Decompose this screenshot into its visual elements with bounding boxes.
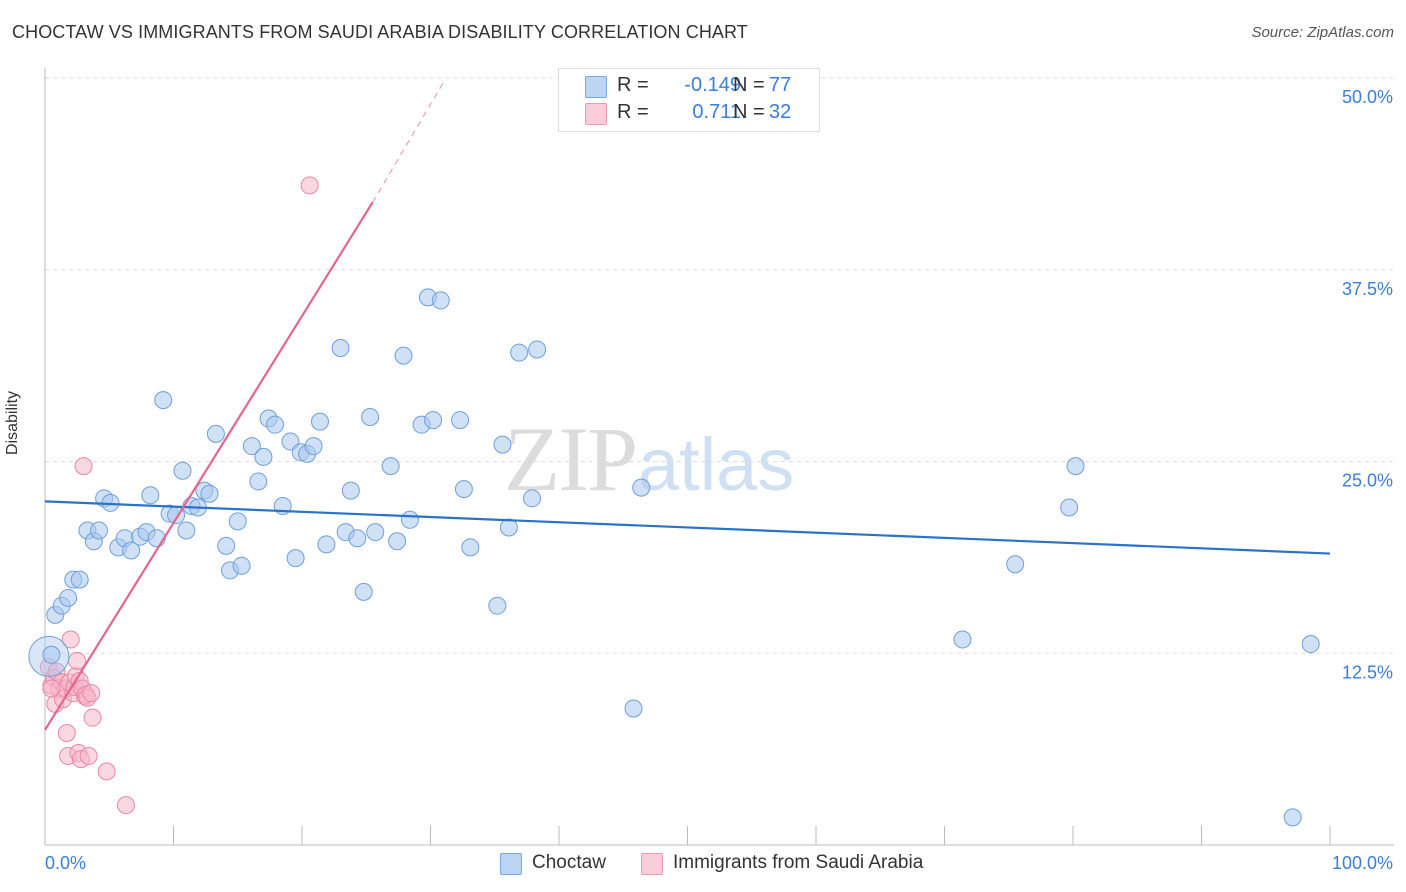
data-point-choctaw <box>304 437 323 456</box>
data-point-choctaw <box>154 391 173 410</box>
data-point-choctaw <box>89 521 108 540</box>
data-point-choctaw <box>1301 635 1320 654</box>
data-point-choctaw <box>361 408 380 427</box>
data-point-choctaw <box>42 645 61 664</box>
stats-n-label: N = <box>733 74 765 96</box>
stats-r-label: R = <box>617 101 649 123</box>
data-point-choctaw <box>242 437 261 456</box>
data-point-saudi-arabia <box>79 747 98 766</box>
stats-legend-box: R = -0.149 N = 77 R = 0.711 N = 32 <box>558 68 820 132</box>
data-point-choctaw <box>341 481 360 500</box>
stats-n-label: N = <box>733 101 765 123</box>
data-point-choctaw <box>1283 808 1302 827</box>
data-point-choctaw <box>431 291 450 310</box>
data-point-saudi-arabia <box>82 684 101 703</box>
data-point-choctaw <box>366 523 385 542</box>
data-point-saudi-arabia <box>61 630 80 649</box>
data-point-choctaw <box>388 532 407 551</box>
trend-lines <box>44 82 1331 731</box>
data-point-choctaw <box>953 630 972 649</box>
data-point-choctaw <box>400 510 419 529</box>
watermark: ZIP atlas <box>504 408 794 510</box>
legend-label: Immigrants from Saudi Arabia <box>673 852 924 873</box>
data-point-saudi-arabia <box>116 796 135 815</box>
legend-swatch-blue <box>500 853 522 875</box>
data-point-choctaw <box>499 518 518 537</box>
data-point-choctaw <box>286 549 305 568</box>
data-point-choctaw <box>461 538 480 557</box>
data-point-choctaw <box>331 338 350 357</box>
data-point-choctaw <box>232 556 251 575</box>
y-tick-label: 37.5% <box>1342 279 1393 299</box>
data-point-choctaw <box>228 512 247 531</box>
data-point-saudi-arabia <box>42 679 61 698</box>
data-point-saudi-arabia <box>83 708 102 727</box>
stats-r-value: -0.149 <box>684 74 741 96</box>
stats-n-value: 32 <box>769 101 792 123</box>
data-point-choctaw <box>1006 555 1025 574</box>
y-tick-label: 50.0% <box>1342 87 1393 107</box>
series-blue-points <box>28 288 1320 827</box>
data-point-choctaw <box>354 582 373 601</box>
data-point-choctaw <box>632 478 651 497</box>
legend-swatch-pink <box>641 853 663 875</box>
data-point-choctaw <box>206 424 225 443</box>
data-point-choctaw <box>147 529 166 548</box>
data-point-choctaw <box>249 472 268 491</box>
data-point-choctaw <box>624 699 643 718</box>
axes <box>44 68 1394 846</box>
source-note: Source: ZipAtlas.com <box>1251 24 1394 41</box>
data-point-saudi-arabia <box>57 724 76 743</box>
data-point-choctaw <box>451 411 470 430</box>
data-point-choctaw <box>310 412 329 431</box>
y-tick-label: 25.0% <box>1342 471 1393 491</box>
trend-line-choctaw <box>44 500 1331 555</box>
data-point-saudi-arabia <box>74 457 93 476</box>
data-point-choctaw <box>200 484 219 503</box>
data-point-choctaw <box>254 447 273 466</box>
data-point-saudi-arabia <box>300 176 319 195</box>
legend-label: Choctaw <box>532 852 606 873</box>
data-point-choctaw <box>510 343 529 362</box>
data-point-choctaw <box>217 536 236 555</box>
trend-line-saudi-arabia-extension <box>372 82 444 203</box>
data-point-choctaw <box>70 570 89 589</box>
data-point-choctaw <box>173 461 192 480</box>
data-point-choctaw <box>59 589 78 608</box>
y-tick-label: 12.5% <box>1342 662 1393 682</box>
stats-n-value: 77 <box>769 74 792 96</box>
data-point-choctaw <box>528 340 547 359</box>
data-point-choctaw <box>177 521 196 540</box>
data-point-choctaw <box>266 415 285 434</box>
data-point-choctaw <box>141 486 160 505</box>
x-tick-label-max: 100.0% <box>1332 853 1393 873</box>
data-point-choctaw <box>317 535 336 554</box>
trend-line-saudi-arabia <box>44 201 374 731</box>
chart-title: CHOCTAW VS IMMIGRANTS FROM SAUDI ARABIA … <box>12 22 748 42</box>
series-pink-points <box>39 176 319 815</box>
x-tick-label-min: 0.0% <box>45 853 86 873</box>
data-point-choctaw <box>122 541 141 560</box>
stats-r-value: 0.711 <box>692 101 741 123</box>
data-point-choctaw <box>493 435 512 454</box>
data-point-choctaw <box>488 596 507 615</box>
data-point-choctaw <box>1066 457 1085 476</box>
stats-swatch-pink <box>585 103 607 125</box>
data-point-choctaw <box>454 480 473 499</box>
data-point-choctaw <box>394 346 413 365</box>
data-point-choctaw <box>348 529 367 548</box>
data-point-saudi-arabia <box>97 762 116 781</box>
data-point-choctaw <box>381 457 400 476</box>
stats-swatch-blue <box>585 76 607 98</box>
tick-labels: 12.5% 25.0% 37.5% 50.0% 0.0% 100.0% <box>45 87 1393 873</box>
data-point-choctaw <box>1060 498 1079 517</box>
watermark-atlas: atlas <box>638 423 794 506</box>
stats-r-label: R = <box>617 74 649 96</box>
data-point-choctaw <box>523 489 542 508</box>
data-point-choctaw <box>424 411 443 430</box>
